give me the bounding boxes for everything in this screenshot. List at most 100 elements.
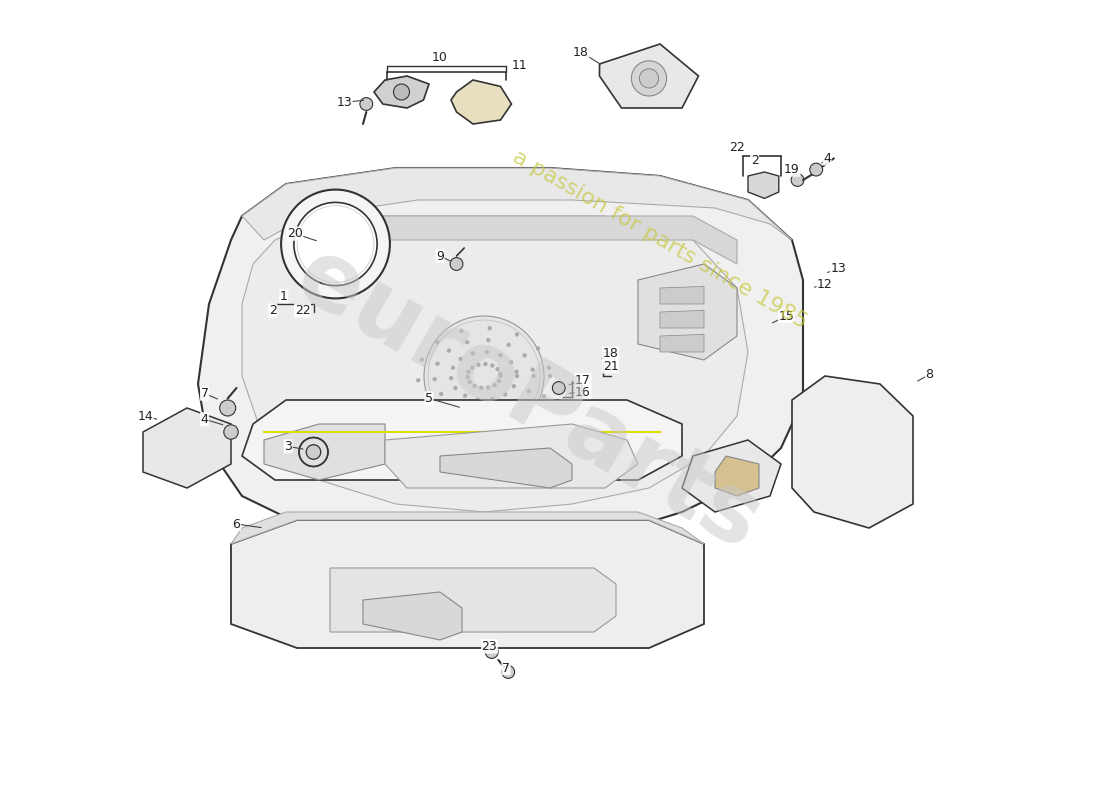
Circle shape — [449, 376, 453, 380]
Circle shape — [425, 398, 429, 402]
Text: 22: 22 — [295, 304, 310, 317]
Circle shape — [451, 366, 455, 370]
Circle shape — [515, 370, 518, 374]
Text: 12: 12 — [817, 278, 833, 290]
Circle shape — [465, 340, 469, 344]
Text: 4: 4 — [823, 152, 832, 165]
Circle shape — [491, 364, 494, 368]
Circle shape — [453, 386, 458, 390]
Circle shape — [436, 340, 439, 344]
Circle shape — [493, 383, 496, 387]
Circle shape — [548, 374, 552, 378]
Polygon shape — [363, 592, 462, 640]
Text: 8: 8 — [925, 368, 934, 381]
Circle shape — [531, 374, 536, 378]
Text: a passion for parts since 1985: a passion for parts since 1985 — [509, 147, 811, 333]
Circle shape — [432, 377, 437, 381]
Polygon shape — [638, 264, 737, 360]
Circle shape — [502, 666, 515, 678]
Circle shape — [220, 400, 235, 416]
Circle shape — [552, 382, 565, 394]
Polygon shape — [198, 168, 803, 544]
Polygon shape — [660, 334, 704, 352]
Polygon shape — [374, 76, 429, 108]
Circle shape — [485, 646, 498, 658]
Text: 6: 6 — [232, 518, 241, 530]
Text: 13: 13 — [830, 262, 846, 274]
Circle shape — [306, 445, 321, 459]
Circle shape — [394, 84, 409, 100]
Circle shape — [498, 354, 503, 358]
Circle shape — [514, 402, 518, 406]
Polygon shape — [600, 44, 698, 108]
Circle shape — [480, 386, 483, 390]
Circle shape — [416, 378, 420, 382]
Polygon shape — [385, 424, 638, 488]
Circle shape — [473, 384, 476, 388]
Circle shape — [527, 390, 531, 394]
Text: 9: 9 — [436, 250, 444, 262]
Text: 14: 14 — [138, 410, 153, 422]
Circle shape — [299, 438, 328, 466]
Circle shape — [471, 351, 475, 355]
Circle shape — [547, 366, 551, 370]
Circle shape — [486, 386, 491, 390]
Circle shape — [471, 366, 474, 370]
Circle shape — [473, 410, 477, 414]
Circle shape — [485, 350, 488, 354]
Text: 2: 2 — [750, 154, 759, 166]
Circle shape — [497, 379, 500, 383]
Circle shape — [515, 374, 519, 378]
Circle shape — [487, 326, 492, 330]
Polygon shape — [792, 376, 913, 528]
Circle shape — [294, 202, 377, 286]
Text: 7: 7 — [200, 387, 209, 400]
Circle shape — [282, 190, 389, 298]
Polygon shape — [231, 520, 704, 648]
Text: 5: 5 — [425, 392, 433, 405]
Circle shape — [499, 420, 503, 424]
Polygon shape — [660, 310, 704, 328]
Circle shape — [299, 438, 328, 466]
Polygon shape — [143, 408, 231, 488]
Circle shape — [468, 380, 472, 384]
Circle shape — [459, 357, 463, 361]
Polygon shape — [682, 440, 781, 512]
Circle shape — [536, 346, 540, 350]
Text: 13: 13 — [337, 96, 352, 109]
Circle shape — [420, 358, 424, 362]
Circle shape — [447, 349, 451, 353]
Text: 10: 10 — [432, 51, 448, 64]
Circle shape — [631, 61, 667, 96]
Circle shape — [509, 360, 513, 364]
Circle shape — [460, 329, 463, 333]
Text: 7: 7 — [502, 662, 510, 674]
Circle shape — [471, 422, 474, 426]
Text: 22: 22 — [729, 141, 745, 154]
Polygon shape — [440, 448, 572, 488]
Circle shape — [512, 384, 516, 388]
Circle shape — [498, 374, 503, 378]
Text: 18: 18 — [573, 46, 588, 58]
Circle shape — [476, 362, 481, 366]
Circle shape — [223, 425, 239, 439]
Polygon shape — [748, 172, 779, 198]
Text: 23: 23 — [482, 640, 497, 653]
Circle shape — [530, 368, 535, 372]
Polygon shape — [264, 424, 385, 480]
Polygon shape — [715, 456, 759, 496]
Circle shape — [444, 414, 448, 418]
Circle shape — [476, 398, 481, 402]
Polygon shape — [242, 400, 682, 480]
Circle shape — [503, 392, 507, 396]
Circle shape — [450, 258, 463, 270]
Circle shape — [483, 362, 487, 366]
Polygon shape — [319, 216, 737, 264]
Circle shape — [495, 367, 499, 371]
Polygon shape — [242, 168, 792, 240]
Circle shape — [507, 343, 510, 347]
Text: 21: 21 — [603, 360, 618, 373]
Circle shape — [810, 163, 823, 176]
Circle shape — [522, 354, 527, 358]
Circle shape — [453, 403, 458, 407]
